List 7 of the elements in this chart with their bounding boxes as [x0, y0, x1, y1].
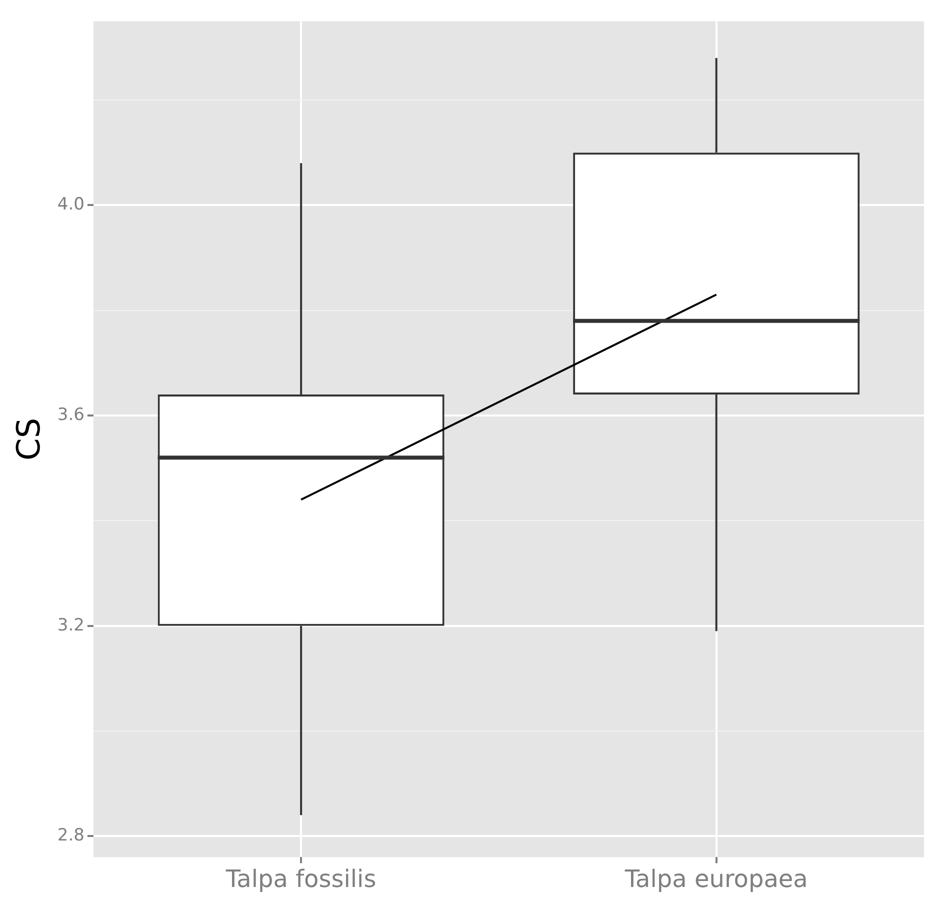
- x-tick-label: Talpa fossilis: [224, 864, 376, 893]
- y-axis-title: CS: [10, 418, 48, 461]
- y-tick-label: 4.0: [57, 194, 84, 215]
- y-tick-label: 3.2: [57, 615, 84, 636]
- y-tick-label: 2.8: [57, 826, 84, 846]
- x-tick-label: Talpa europaea: [624, 864, 808, 893]
- y-tick-label: 3.6: [57, 404, 84, 425]
